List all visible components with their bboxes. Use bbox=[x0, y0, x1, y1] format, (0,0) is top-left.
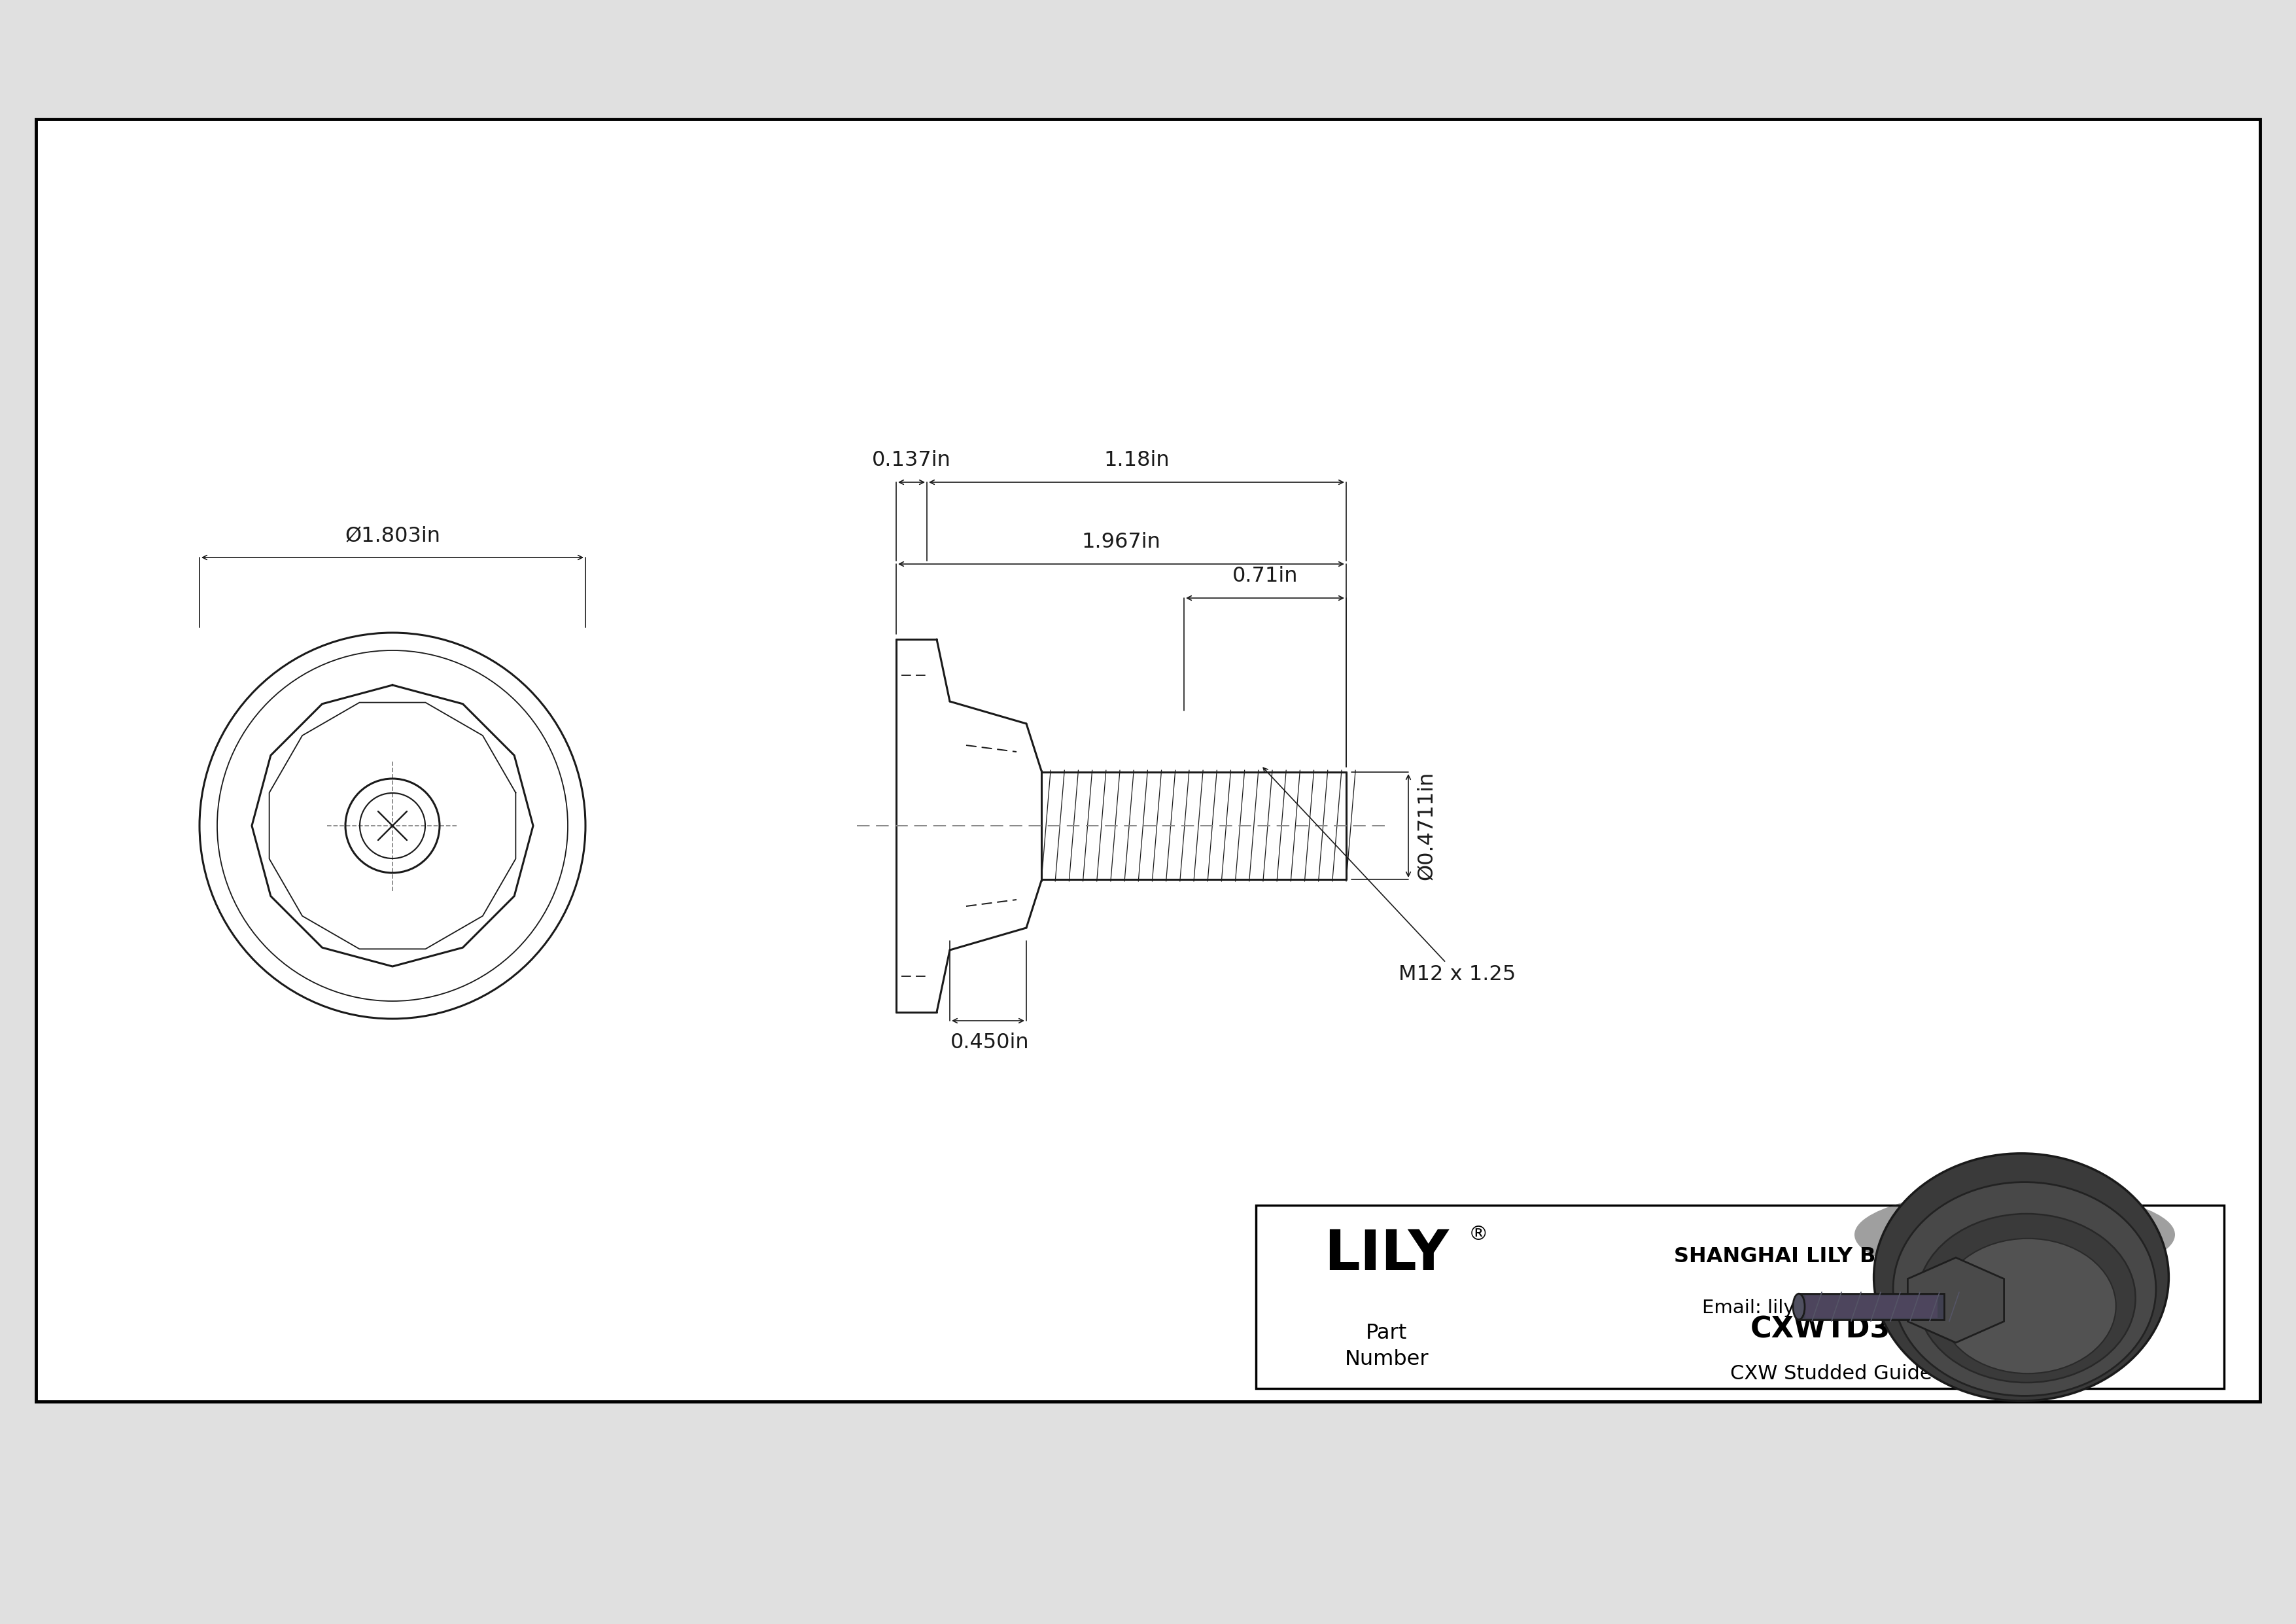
Text: Email: lilybearing@lily-bearing.com: Email: lilybearing@lily-bearing.com bbox=[1701, 1299, 2039, 1317]
Text: Ø1.803in: Ø1.803in bbox=[344, 526, 441, 546]
Text: Part
Number: Part Number bbox=[1345, 1324, 1428, 1369]
Text: 1.967in: 1.967in bbox=[1081, 533, 1162, 552]
Text: Ø0.4711in: Ø0.4711in bbox=[1417, 771, 1437, 880]
Polygon shape bbox=[1908, 1257, 2004, 1343]
Bar bbox=[1805, 1296, 1938, 1317]
Bar bbox=[37, 119, 2259, 1402]
Text: 0.137in: 0.137in bbox=[872, 450, 951, 471]
Ellipse shape bbox=[1894, 1182, 2156, 1397]
Text: 0.71in: 0.71in bbox=[1233, 567, 1297, 586]
Ellipse shape bbox=[1855, 1190, 2174, 1280]
Bar bbox=[1798, 1294, 1945, 1320]
Text: 1.18in: 1.18in bbox=[1104, 450, 1169, 471]
Bar bbox=[1256, 1205, 2225, 1389]
Text: ®: ® bbox=[1469, 1224, 1488, 1244]
Text: SHANGHAI LILY BEARING LIMITED: SHANGHAI LILY BEARING LIMITED bbox=[1674, 1246, 2069, 1267]
Text: M12 x 1.25: M12 x 1.25 bbox=[1263, 768, 1515, 984]
Text: 0.450in: 0.450in bbox=[951, 1033, 1029, 1052]
Text: CXW Studded Guide Wheels: CXW Studded Guide Wheels bbox=[1731, 1364, 2011, 1384]
Ellipse shape bbox=[1940, 1239, 2117, 1374]
Text: CXWTD33DWD: CXWTD33DWD bbox=[1750, 1315, 1991, 1345]
Ellipse shape bbox=[1793, 1294, 1805, 1320]
Ellipse shape bbox=[1917, 1213, 2135, 1382]
Ellipse shape bbox=[1874, 1153, 2170, 1402]
Text: LILY: LILY bbox=[1325, 1228, 1449, 1281]
